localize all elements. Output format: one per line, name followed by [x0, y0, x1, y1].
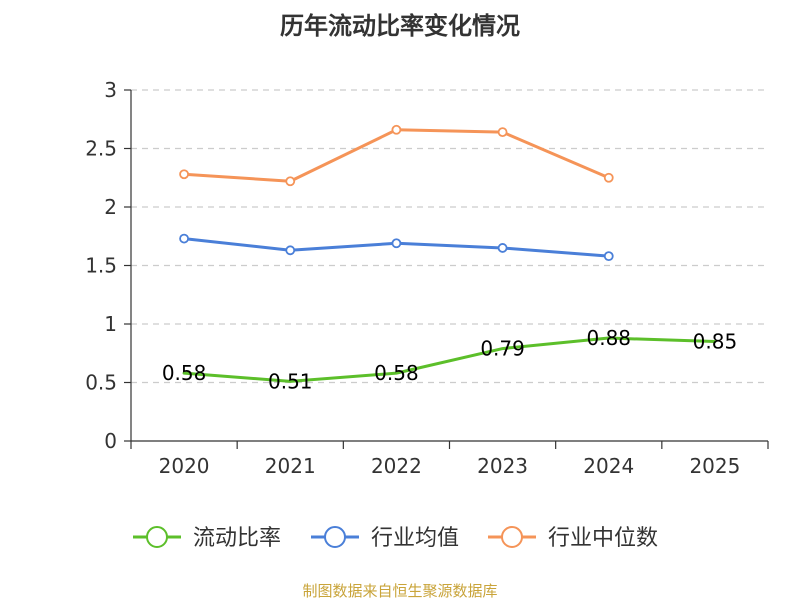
series-point-2: [497, 127, 508, 138]
series-point-1: [497, 243, 508, 253]
x-tick-label: 2024: [583, 454, 634, 478]
data-label: 0.88: [586, 326, 631, 350]
legend-label: 行业中位数: [548, 526, 658, 551]
grid-lines: [131, 89, 768, 384]
series-lines: [179, 124, 717, 383]
series-point-1: [391, 238, 402, 249]
legend-label: 流动比率: [193, 526, 281, 551]
series-point-2: [391, 124, 402, 135]
data-label: 0.58: [162, 361, 207, 385]
legend-marker: [501, 526, 523, 548]
data-labels: 0.58 0.51 0.58 0.79 0.88 0.85: [162, 326, 737, 393]
y-tick-label: 2.5: [85, 137, 117, 161]
data-label: 0.85: [693, 330, 738, 354]
x-tick-label: 2020: [159, 454, 210, 478]
x-tick-label: 2021: [265, 454, 316, 478]
data-label: 0.79: [480, 337, 525, 361]
y-tick-label: 0: [104, 429, 117, 453]
legend-item-1[interactable]: 行业均值: [311, 526, 459, 551]
legend-item-0[interactable]: 流动比率: [133, 526, 281, 551]
series-point-1: [179, 233, 189, 244]
y-tick-label: 1: [104, 312, 117, 336]
data-label: 0.51: [268, 369, 313, 393]
chart-title: 历年流动比率变化情况: [280, 12, 520, 40]
y-tick-label: 0.5: [85, 371, 117, 395]
series-point-2: [285, 176, 296, 187]
y-tick-label: 2: [104, 195, 117, 219]
y-tick-label: 3: [104, 78, 117, 102]
series-line-0: [182, 336, 717, 383]
legend-label: 行业均值: [371, 526, 459, 551]
legend-marker: [146, 526, 168, 548]
series-point-1: [603, 251, 614, 262]
legend[interactable]: 流动比率 行业均值 行业中位数: [133, 526, 658, 551]
legend-item-2[interactable]: 行业中位数: [488, 526, 658, 551]
series-point-2: [603, 172, 614, 183]
series-point-2: [179, 169, 189, 180]
source-note: 制图数据来自恒生聚源数据库: [302, 582, 497, 600]
x-tick-label: 2025: [689, 454, 740, 478]
series-line-2: [182, 128, 611, 183]
y-tick-label: 1.5: [85, 254, 117, 278]
data-label: 0.58: [374, 361, 419, 385]
x-tick-label: 2022: [371, 454, 422, 478]
x-tick-label: 2023: [477, 454, 528, 478]
series-point-1: [285, 245, 296, 256]
legend-marker: [324, 526, 346, 548]
